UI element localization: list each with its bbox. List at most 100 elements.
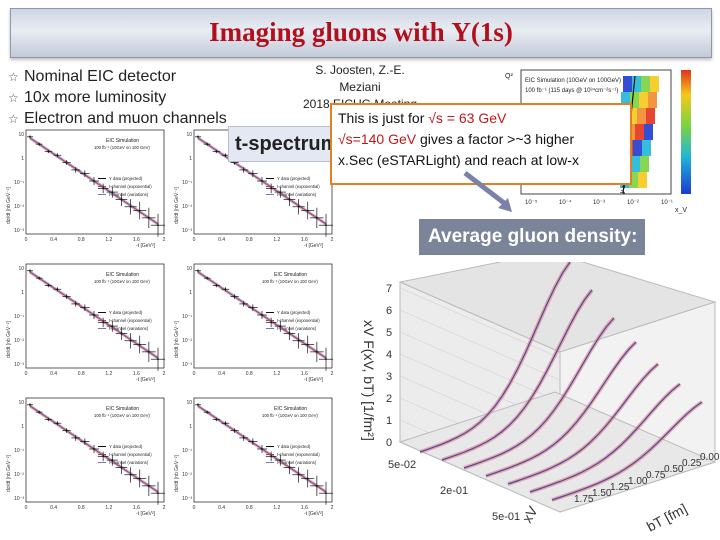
data-point (38, 277, 41, 280)
surface-zlabel: xV F(xV, bT) [1/fm²] (361, 320, 377, 441)
data-point (215, 284, 218, 287)
panel-xtick: 1.6 (133, 371, 140, 377)
panel-xlabel: -t [GeV²] (136, 243, 156, 249)
data-point (206, 411, 209, 414)
phase-bin (644, 124, 653, 140)
panel-xtick: 0 (25, 237, 28, 243)
data-point (47, 418, 50, 421)
panel-ytick: 10⁻² (182, 472, 192, 478)
panel-ylabel: dσ/dt [nb GeV⁻²] (6, 187, 12, 224)
phase-lumi: 100 fb⁻¹ (115 days @ 10³⁴cm⁻²s⁻¹) (525, 87, 618, 94)
panel-xtick: 0.8 (78, 505, 85, 511)
data-point (297, 205, 300, 208)
data-point (56, 422, 59, 425)
data-point (224, 154, 227, 157)
panel-xtick: 0.4 (218, 237, 225, 243)
data-point (242, 169, 245, 171)
surface-xtick: 5e-01 (492, 511, 520, 523)
data-point (279, 325, 282, 327)
panel-xtick: 1.6 (301, 237, 308, 243)
data-point (120, 332, 123, 335)
data-point (251, 440, 254, 443)
panel-ytick: 10⁻¹ (14, 180, 24, 186)
panel-ytick: 10⁻² (14, 338, 24, 344)
panel-ylabel: dσ/dt [nb GeV⁻²] (6, 455, 12, 492)
legend-entry: t-channel (exponential) (109, 184, 152, 189)
panel-ytick: 10⁻² (182, 338, 192, 344)
density-curve (551, 401, 703, 501)
grid-line (399, 309, 561, 381)
data-point (38, 411, 41, 414)
data-point (56, 154, 59, 157)
data-point (147, 484, 150, 487)
panel-ytick: 10⁻² (14, 472, 24, 478)
panel-ytick: 1 (21, 290, 24, 296)
data-point (197, 135, 199, 138)
panel-xlabel: -t [GeV²] (304, 243, 324, 249)
panel-ytick: 10⁻¹ (14, 314, 24, 320)
data-point (93, 180, 95, 182)
panel-xtick: 0.4 (50, 505, 57, 511)
panel-xlabel: -t [GeV²] (304, 511, 324, 517)
bullet-text: 10x more luminosity (24, 88, 167, 106)
note-line1-text: This is just for (338, 110, 429, 126)
annotation-box: This is just for √s = 63 GeV √s=140 GeV … (330, 103, 632, 185)
data-point (29, 135, 31, 138)
bullet-item: ☆ Nominal EIC detector (8, 66, 227, 87)
legend-entry: t-channel (exponential) (109, 452, 152, 457)
panel-ytick: 10 (186, 266, 192, 272)
panel-sim-title: EIC Simulation (106, 406, 139, 412)
spectrum-panel: 10 1 10⁻¹ 10⁻² 10⁻³0 0.4 0.8 1.2 1.6 2 dσ/dt [nb G… (6, 397, 166, 517)
gluon-density-surface-plot: 012345675e-022e-015e-010.000.250.500.751… (361, 262, 720, 535)
data-point (206, 277, 209, 280)
legend-entry: t-channel (variations) (277, 460, 317, 465)
data-point (297, 473, 300, 476)
panel-xtick: 0.4 (50, 237, 57, 243)
phase-bin (648, 92, 657, 108)
panel-ylabel: dσ/dt [nb GeV⁻²] (174, 187, 180, 224)
legend-entry: t-channel (variations) (109, 192, 149, 197)
panel-sim-lumi: 100 fb⁻¹ (10GeV on 100 GeV) (262, 413, 318, 418)
phase-xlabel: x_V (675, 207, 687, 214)
note-line2-text: gives a factor >~3 higher (416, 131, 575, 147)
average-gluon-density-label: Average gluon density: (419, 219, 645, 255)
panel-ytick: 1 (189, 156, 192, 162)
panel-xtick: 2 (331, 237, 334, 243)
panel-xlabel: -t [GeV²] (136, 511, 156, 517)
panel-xlabel: -t [GeV²] (136, 377, 156, 383)
data-point (288, 332, 291, 335)
data-point (197, 269, 199, 272)
legend-entry: Υ data (projected) (109, 176, 143, 181)
credit-authors: S. Joosten, Z.-E. Meziani (315, 63, 405, 94)
data-point (147, 216, 150, 219)
surface-ztick: 3 (386, 371, 392, 383)
panel-xtick: 0 (193, 505, 196, 511)
data-point (325, 492, 327, 495)
data-point (157, 224, 159, 227)
data-point (29, 269, 31, 272)
data-point (224, 422, 227, 425)
phase-xtick: 10⁻¹ (661, 200, 673, 206)
data-point (233, 429, 236, 432)
note-line1-highlight: √s = 63 GeV (428, 110, 507, 126)
panel-xtick: 2 (331, 371, 334, 377)
data-point (102, 455, 105, 458)
surface-ylabel: bT [fm] (644, 500, 690, 534)
phase-bin (623, 76, 632, 92)
data-point (251, 172, 254, 175)
data-point (197, 403, 199, 406)
panel-xtick: 2 (163, 237, 166, 243)
panel-ytick: 1 (21, 424, 24, 430)
panel-sim-title: EIC Simulation (274, 406, 307, 412)
data-point (129, 473, 132, 476)
spectrum-panel: 10 1 10⁻¹ 10⁻² 10⁻³0 0.4 0.8 1.2 1.6 2 dσ/dt [nb G… (174, 263, 334, 383)
phase-bin (641, 76, 650, 92)
legend-entry: Υ data (projected) (277, 444, 311, 449)
phase-bin (638, 172, 647, 188)
data-point (251, 306, 254, 309)
data-point (306, 343, 309, 346)
data-point (138, 343, 141, 346)
phase-bin (631, 156, 640, 172)
data-point (83, 306, 86, 309)
